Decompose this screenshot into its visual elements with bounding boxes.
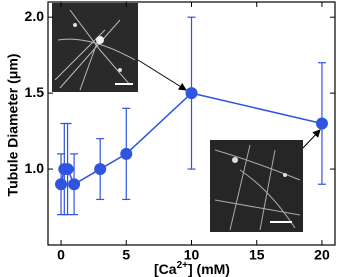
y-tick-label: 1.5 [25, 84, 45, 100]
y-tick-label: 2.0 [25, 8, 45, 24]
x-tick-label: 5 [122, 247, 130, 263]
arrow [302, 129, 321, 149]
x-title-superscript: 2+ [177, 260, 189, 271]
data-point [185, 87, 198, 100]
inset-micrograph [52, 3, 138, 92]
inset-micrograph [210, 140, 303, 232]
data-point [55, 178, 68, 191]
y-tick-label: 1.0 [25, 160, 45, 176]
x-title-part: ] (mM) [188, 261, 230, 277]
data-point [61, 163, 74, 176]
x-tick-label: 20 [314, 247, 330, 263]
data-point [94, 163, 107, 176]
x-tick-label: 15 [249, 247, 265, 263]
x-tick-label: 0 [57, 247, 65, 263]
y-axis-title: Tubule Diameter (μm) [5, 54, 21, 197]
data-point [68, 178, 81, 191]
data-point [120, 147, 133, 160]
x-axis-title: [Ca2+] (mM) [154, 260, 230, 277]
x-title-part: [Ca [154, 261, 177, 277]
data-point [315, 117, 328, 130]
arrow [137, 59, 187, 91]
x-tick-label: 10 [184, 247, 200, 263]
